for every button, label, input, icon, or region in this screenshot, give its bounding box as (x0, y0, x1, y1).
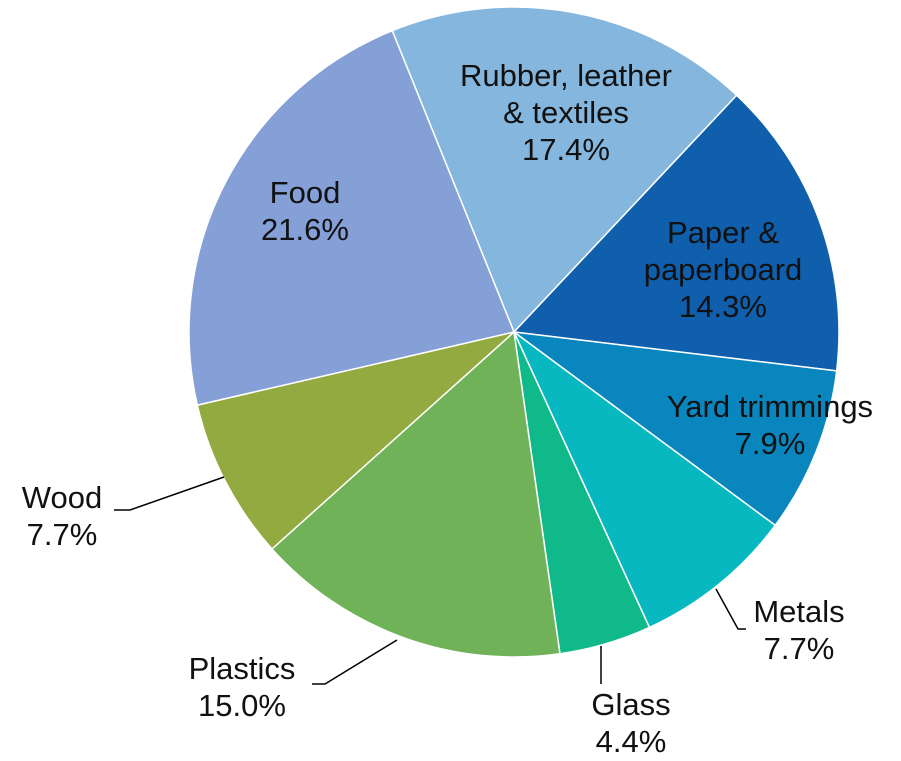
pie-slice-rubber (391, 6, 738, 334)
leader-line-wood (114, 476, 225, 511)
slice-label-metals: Metals 7.7% (753, 594, 844, 666)
leader-lines (114, 476, 746, 685)
slice-value-yard: 7.9% (735, 426, 806, 461)
slice-name-paper: paperboard (644, 252, 803, 287)
slice-value-wood: 7.7% (27, 517, 98, 552)
slice-value-rubber: 17.4% (522, 132, 610, 167)
pie-slice-wood (196, 331, 515, 550)
pie-slice-food (188, 29, 516, 407)
slice-name-paper: Paper & (667, 215, 779, 250)
slice-value-food: 21.6% (261, 212, 349, 247)
pie-slice-metals (513, 331, 777, 629)
slice-label-food: Food 21.6% (261, 175, 349, 247)
slice-name-wood: Wood (22, 480, 102, 515)
slice-value-metals: 7.7% (764, 631, 835, 666)
slice-name-rubber: Rubber, leather (460, 58, 672, 93)
slice-label-paper: Paper & paperboard 14.3% (644, 215, 803, 324)
pie-slice-yard (511, 330, 838, 527)
slice-label-wood: Wood 7.7% (22, 480, 102, 552)
slice-name-rubber: & textiles (503, 95, 629, 130)
pie-slices (188, 6, 840, 658)
slice-name-metals: Metals (753, 594, 844, 629)
slice-value-plastics: 15.0% (198, 688, 286, 723)
slice-name-food: Food (270, 175, 341, 210)
slice-labels: Rubber, leather & textiles 17.4% Paper & pap… (22, 58, 873, 759)
pie-slice-paper (512, 94, 840, 372)
slice-label-glass: Glass 4.4% (591, 687, 670, 759)
slice-name-yard: Yard trimmings (667, 389, 873, 424)
slice-label-rubber: Rubber, leather & textiles 17.4% (460, 58, 672, 167)
slice-label-plastics: Plastics 15.0% (189, 651, 296, 723)
pie-slice-plastics (270, 330, 561, 658)
leader-line-plastics (312, 639, 398, 685)
leader-line-metals (715, 588, 746, 630)
slice-name-plastics: Plastics (189, 651, 296, 686)
slice-name-glass: Glass (591, 687, 670, 722)
slice-value-paper: 14.3% (679, 289, 767, 324)
slice-value-glass: 4.4% (596, 724, 667, 759)
slice-label-yard: Yard trimmings 7.9% (667, 389, 873, 461)
